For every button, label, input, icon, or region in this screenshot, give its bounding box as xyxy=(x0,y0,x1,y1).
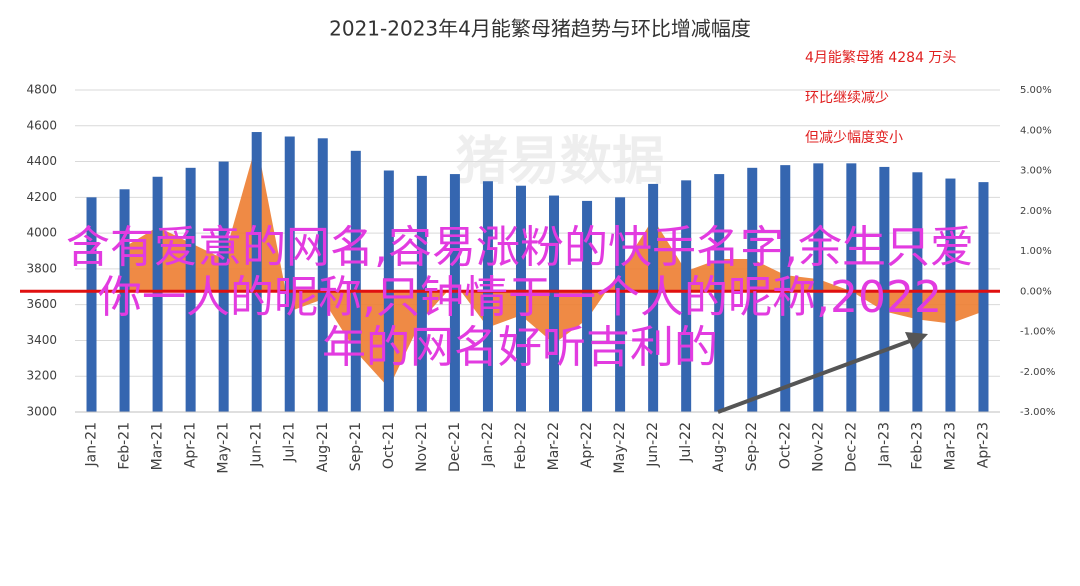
annotation: 环比继续减少 xyxy=(805,89,889,106)
x-tick-label: Mar-23 xyxy=(942,422,958,470)
bar xyxy=(615,197,626,412)
x-tick-label: Feb-22 xyxy=(513,422,529,470)
bar xyxy=(86,197,97,412)
y-tick-label: 4200 xyxy=(26,190,57,204)
x-tick-label: Apr-23 xyxy=(975,422,991,468)
bar xyxy=(416,175,427,412)
overlay-text: 你一人的昵称,只钟情于一个人的昵称,2022 xyxy=(98,272,942,323)
x-tick-label: Jun-22 xyxy=(645,422,661,468)
x-tick-label: Feb-23 xyxy=(909,422,925,470)
bar xyxy=(549,195,560,412)
x-tick-label: Nov-21 xyxy=(414,422,430,472)
x-tick-label: Jan-22 xyxy=(480,422,496,467)
y-tick-label: 4400 xyxy=(26,154,57,168)
y2-tick-label: 0.00% xyxy=(1020,286,1052,297)
y2-tick-label: 5.00% xyxy=(1020,85,1052,96)
y-tick-label: 4800 xyxy=(26,83,57,97)
x-tick-label: Nov-22 xyxy=(810,422,826,472)
x-tick-label: Sep-21 xyxy=(348,422,364,471)
overlay-text: 含有爱意的网名,容易涨粉的快手名字,余生只爱 xyxy=(66,222,974,273)
annotation: 但减少幅度变小 xyxy=(805,130,903,146)
bar xyxy=(515,185,526,412)
y2-tick-label: 4.00% xyxy=(1020,125,1052,136)
x-tick-label: Aug-22 xyxy=(711,422,727,472)
arrow xyxy=(717,336,919,414)
y-tick-label: 3200 xyxy=(26,369,57,383)
y2-tick-label: 1.00% xyxy=(1020,246,1052,257)
bar xyxy=(119,189,130,412)
bar xyxy=(317,138,328,413)
x-tick-label: Mar-22 xyxy=(546,422,562,470)
x-tick-label: Jan-21 xyxy=(84,422,100,467)
overlay-text: 年的网名好听吉利的 xyxy=(322,322,718,373)
y2-tick-label: 2.00% xyxy=(1020,206,1052,217)
y-tick-label: 4000 xyxy=(26,226,57,240)
y2-tick-label: -2.00% xyxy=(1020,367,1055,378)
bar xyxy=(813,163,824,412)
bar xyxy=(218,161,229,412)
y-tick-label: 4600 xyxy=(26,118,57,132)
x-tick-label: Oct-21 xyxy=(381,422,397,469)
x-tick-label: May-22 xyxy=(612,422,628,474)
y-tick-label: 3400 xyxy=(26,333,57,347)
x-tick-label: Mar-21 xyxy=(150,422,166,470)
y2-tick-label: -1.00% xyxy=(1020,327,1055,338)
bar xyxy=(251,132,262,413)
annotation: 4月能繁母猪 4284 万头 xyxy=(805,50,956,66)
x-tick-label: Jan-23 xyxy=(876,422,892,467)
bar xyxy=(482,181,493,412)
bar xyxy=(582,200,593,412)
x-tick-label: Sep-22 xyxy=(744,422,760,471)
x-tick-label: Apr-22 xyxy=(579,422,595,468)
bar xyxy=(846,163,857,412)
y-tick-label: 3800 xyxy=(26,261,57,275)
x-tick-label: Apr-21 xyxy=(183,422,199,468)
bar xyxy=(714,174,725,412)
bar xyxy=(879,166,890,412)
x-tick-label: Oct-22 xyxy=(777,422,793,469)
x-tick-label: May-21 xyxy=(216,422,232,474)
y2-tick-label: -3.00% xyxy=(1020,407,1055,418)
x-tick-label: Feb-21 xyxy=(117,422,133,470)
x-tick-label: Jul-22 xyxy=(678,422,694,463)
y-tick-label: 3600 xyxy=(26,297,57,311)
bar xyxy=(681,180,692,412)
x-tick-label: Dec-21 xyxy=(447,422,463,472)
y-tick-label: 3000 xyxy=(26,405,57,419)
chart-title: 2021-2023年4月能繁母猪趋势与环比增减幅度 xyxy=(329,17,751,41)
bar xyxy=(152,176,163,412)
y2-tick-label: 3.00% xyxy=(1020,166,1052,177)
x-tick-label: Jun-21 xyxy=(249,422,265,468)
bar xyxy=(648,183,659,412)
bar xyxy=(350,150,361,413)
x-tick-label: Jul-21 xyxy=(282,422,298,463)
x-tick-label: Dec-22 xyxy=(843,422,859,472)
annotations: 4月能繁母猪 4284 万头 环比继续减少 但减少幅度变小 xyxy=(805,50,956,146)
bar xyxy=(284,136,295,412)
bar xyxy=(449,174,460,412)
bar xyxy=(978,182,989,412)
arrow-head xyxy=(905,332,928,350)
x-tick-label: Aug-21 xyxy=(315,422,331,472)
bar xyxy=(945,178,956,412)
bar xyxy=(780,165,791,412)
